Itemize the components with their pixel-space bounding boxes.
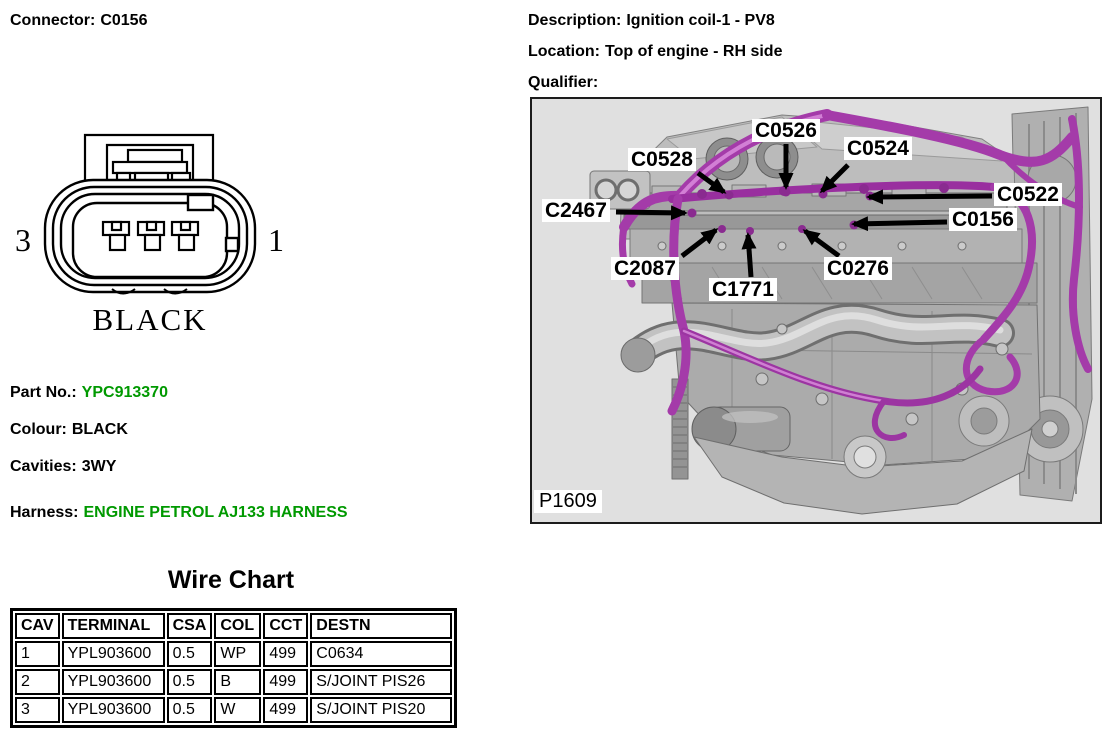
callout-label-c1771: C1771 — [709, 278, 777, 301]
wire-chart-table: CAV TERMINAL CSA COL CCT DESTN 1 YPL9036… — [10, 608, 458, 728]
callout-label-c0524: C0524 — [844, 137, 912, 160]
cavities-value: 3WY — [81, 458, 117, 475]
description-value: Ignition coil-1 - PV8 — [626, 12, 775, 29]
harness-label: Harness: — [10, 504, 79, 521]
cell-terminal: YPL903600 — [61, 669, 165, 695]
cell-cct: 499 — [263, 669, 309, 695]
callout-label-c0526: C0526 — [752, 119, 820, 142]
header-cell-cav: CAV — [15, 613, 60, 639]
engine-illustration — [589, 106, 1093, 515]
cell-csa: 0.5 — [166, 697, 213, 723]
qualifier-label: Qualifier: — [528, 74, 599, 91]
colour-label: Colour: — [10, 421, 67, 438]
part-no-line: Part No.: YPC913370 — [10, 383, 168, 402]
cell-destn: S/JOINT PIS26 — [310, 669, 453, 695]
qualifier-line: Qualifier: — [528, 73, 782, 92]
colour-value: BLACK — [71, 421, 128, 438]
callout-label-c0528: C0528 — [628, 148, 696, 171]
engine-location-figure: C0526 C0528 C0524 C2467 C0522 C0156 C208… — [530, 97, 1102, 524]
description-label: Description: — [528, 12, 622, 29]
wire-row-1: 1 YPL903600 0.5 WP 499 C0634 — [15, 641, 453, 667]
cell-terminal: YPL903600 — [61, 697, 165, 723]
cell-col: W — [214, 697, 262, 723]
pin-number-1: 1 — [268, 222, 284, 258]
cell-col: WP — [214, 641, 262, 667]
colour-line: Colour: BLACK — [10, 420, 128, 439]
pin-number-3: 3 — [15, 222, 31, 258]
cell-destn: C0634 — [310, 641, 453, 667]
cell-cct: 499 — [263, 697, 309, 723]
callout-label-c0156: C0156 — [949, 208, 1017, 231]
harness-link[interactable]: ENGINE PETROL AJ133 HARNESS — [83, 504, 348, 521]
location-label: Location: — [528, 43, 600, 60]
callout-label-c2087: C2087 — [611, 257, 679, 280]
callout-label-c2467: C2467 — [542, 199, 610, 222]
cell-csa: 0.5 — [166, 641, 213, 667]
connector-pins — [101, 220, 200, 252]
connector-diagram: 3 1 BLACK — [15, 133, 284, 337]
callout-label-c0522: C0522 — [994, 183, 1062, 206]
description-block: Description: Ignition coil-1 - PV8 Locati… — [528, 11, 782, 104]
wire-chart-header-row: CAV TERMINAL CSA COL CCT DESTN — [15, 613, 453, 639]
cell-cct: 499 — [263, 641, 309, 667]
cell-csa: 0.5 — [166, 669, 213, 695]
harness-line: Harness: ENGINE PETROL AJ133 HARNESS — [10, 503, 348, 522]
cavities-label: Cavities: — [10, 458, 77, 475]
header-cell-csa: CSA — [166, 613, 213, 639]
wire-chart-title: Wire Chart — [167, 566, 295, 594]
connector-colour-text: BLACK — [92, 302, 207, 337]
location-line: Location: Top of engine - RH side — [528, 42, 782, 61]
connector-seal-marks — [111, 288, 188, 295]
cell-cav: 1 — [15, 641, 60, 667]
header-cell-destn: DESTN — [310, 613, 453, 639]
cell-terminal: YPL903600 — [61, 641, 165, 667]
connector-label: Connector: — [10, 12, 96, 29]
cell-col: B — [214, 669, 262, 695]
cell-cav: 3 — [15, 697, 60, 723]
wire-row-2: 2 YPL903600 0.5 B 499 S/JOINT PIS26 — [15, 669, 453, 695]
header-cell-terminal: TERMINAL — [61, 613, 165, 639]
connector-value: C0156 — [100, 12, 148, 29]
cavities-line: Cavities: 3WY — [10, 457, 116, 476]
location-value: Top of engine - RH side — [605, 43, 783, 60]
cell-destn: S/JOINT PIS20 — [310, 697, 453, 723]
figure-caption: P1609 — [534, 490, 602, 513]
header-cell-cct: CCT — [263, 613, 309, 639]
header-cell-col: COL — [214, 613, 262, 639]
part-no-link[interactable]: YPC913370 — [81, 384, 168, 401]
callout-arrows — [615, 144, 993, 278]
callout-label-c0276: C0276 — [824, 257, 892, 280]
part-no-label: Part No.: — [10, 384, 77, 401]
connector-header: Connector: C0156 — [10, 11, 147, 30]
wire-row-3: 3 YPL903600 0.5 W 499 S/JOINT PIS20 — [15, 697, 453, 723]
cell-cav: 2 — [15, 669, 60, 695]
description-line: Description: Ignition coil-1 - PV8 — [528, 11, 782, 30]
